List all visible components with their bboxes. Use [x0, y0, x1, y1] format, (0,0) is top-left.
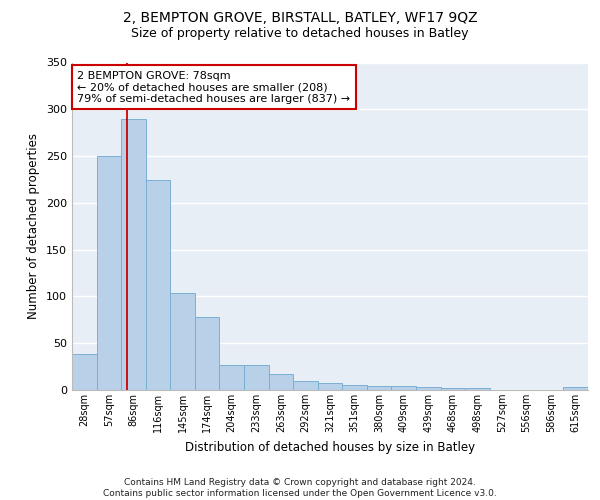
Text: 2, BEMPTON GROVE, BIRSTALL, BATLEY, WF17 9QZ: 2, BEMPTON GROVE, BIRSTALL, BATLEY, WF17…	[122, 11, 478, 25]
Bar	[121, 118, 146, 390]
Bar	[97, 156, 121, 390]
Bar	[195, 317, 220, 390]
Bar	[293, 380, 318, 390]
Bar	[440, 388, 465, 390]
Bar	[367, 386, 391, 390]
Text: 2 BEMPTON GROVE: 78sqm
← 20% of detached houses are smaller (208)
79% of semi-de: 2 BEMPTON GROVE: 78sqm ← 20% of detached…	[77, 70, 350, 104]
Bar	[170, 292, 195, 390]
Text: Contains HM Land Registry data © Crown copyright and database right 2024.
Contai: Contains HM Land Registry data © Crown c…	[103, 478, 497, 498]
X-axis label: Distribution of detached houses by size in Batley: Distribution of detached houses by size …	[185, 440, 475, 454]
Bar	[465, 388, 490, 390]
Bar	[563, 387, 588, 390]
Bar	[391, 386, 416, 390]
Text: Size of property relative to detached houses in Batley: Size of property relative to detached ho…	[131, 28, 469, 40]
Bar	[146, 180, 170, 390]
Bar	[72, 354, 97, 390]
Bar	[269, 374, 293, 390]
Y-axis label: Number of detached properties: Number of detached properties	[28, 133, 40, 320]
Bar	[342, 386, 367, 390]
Bar	[244, 364, 269, 390]
Bar	[220, 364, 244, 390]
Bar	[318, 382, 342, 390]
Bar	[416, 387, 440, 390]
